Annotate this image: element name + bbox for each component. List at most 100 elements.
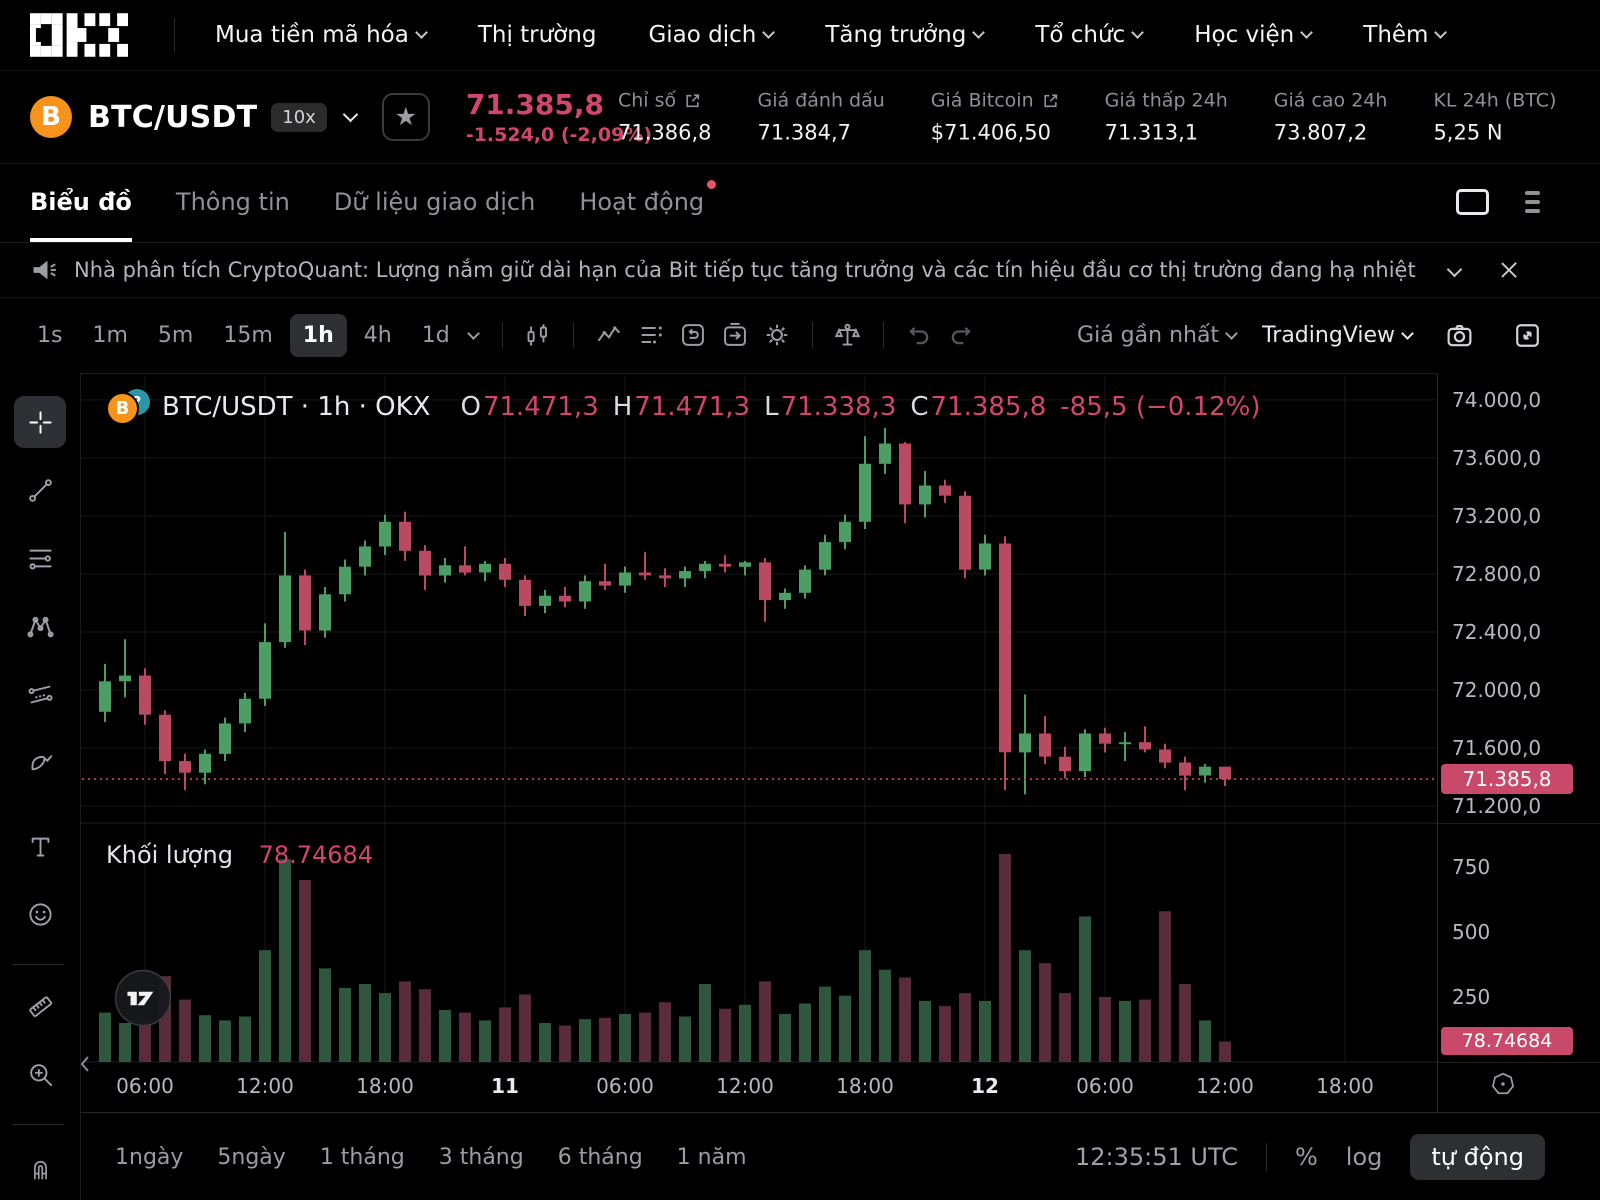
parallel-channel-tool[interactable] <box>16 670 64 718</box>
ruler-icon <box>27 993 54 1020</box>
redo-icon[interactable] <box>940 314 982 356</box>
alert-icon[interactable] <box>672 314 714 356</box>
axis-settings-icon[interactable] <box>1490 1071 1516 1097</box>
nav-item-5[interactable]: Tổ chức <box>1035 22 1145 48</box>
indicators-icon[interactable] <box>588 314 630 356</box>
nav-item-4[interactable]: Tăng trưởng <box>825 22 986 48</box>
crosshair-icon <box>27 409 54 436</box>
nav-item-3[interactable]: Giao dịch <box>648 22 776 48</box>
favorite-button[interactable]: ★ <box>381 93 430 141</box>
price-tick: 71.200,0 <box>1452 794 1542 818</box>
nav-item-1[interactable]: Mua tiền mã hóa <box>215 22 428 48</box>
magnet-tool[interactable] <box>16 1144 64 1192</box>
interval-1d[interactable]: 1d <box>421 322 450 348</box>
fullscreen-icon[interactable] <box>1506 314 1548 356</box>
stat-label[interactable]: Chỉ số <box>618 90 712 112</box>
time-label: 12:00 <box>1196 1074 1254 1098</box>
ruler-tool[interactable] <box>16 982 64 1030</box>
tab-3[interactable]: Dữ liệu giao dịch <box>334 162 536 242</box>
external-link-icon[interactable] <box>1042 92 1059 109</box>
metrics-list-icon[interactable] <box>630 314 672 356</box>
range-3[interactable]: 1 tháng <box>319 1144 405 1170</box>
tradingview-watermark[interactable] <box>114 969 172 1027</box>
announcement-close-icon[interactable] <box>1500 261 1518 279</box>
pair-icons: ? B <box>106 389 152 425</box>
chart-area[interactable]: 06:00 12:00 18:00 11 06:00 12:00 18:00 12 06:00 1… <box>80 373 1437 1112</box>
rows-icon[interactable] <box>1525 191 1540 213</box>
emoji-tool[interactable] <box>16 890 64 938</box>
high-label: H <box>612 392 633 422</box>
nav-item-label: Thêm <box>1363 22 1429 48</box>
log-scale-button[interactable]: log <box>1345 1143 1383 1171</box>
chart-toolbar: 1s 1m 5m 15m 1h 4h 1d <box>0 297 1600 374</box>
price-axis[interactable]: 74.000,0 73.600,0 73.200,0 72.800,0 72.400,0… <box>1437 373 1600 1112</box>
last-price: 71.385,8 <box>465 88 604 121</box>
chevron-down-icon <box>1131 25 1145 39</box>
range-2[interactable]: 5ngày <box>217 1144 286 1170</box>
text-tool[interactable] <box>16 822 64 870</box>
percent-scale-button[interactable]: % <box>1294 1143 1318 1171</box>
utc-clock[interactable]: 12:35:51 UTC <box>1074 1143 1238 1171</box>
scale-icon[interactable] <box>827 314 869 356</box>
range-4[interactable]: 3 tháng <box>438 1144 524 1170</box>
okx-logo[interactable] <box>30 13 128 57</box>
collapse-arrow-icon[interactable] <box>78 1053 94 1075</box>
nav-item-2[interactable]: Thị trường <box>478 22 597 48</box>
tab-label: Dữ liệu giao dịch <box>333 188 536 216</box>
replay-icon[interactable] <box>714 314 756 356</box>
interval-1s[interactable]: 1s <box>37 322 63 348</box>
nav-item-6[interactable]: Học viện <box>1194 22 1314 48</box>
stat-3: Giá Bitcoin $71.406,50 <box>931 90 1059 145</box>
announcement-chevron-icon[interactable] <box>1446 261 1463 278</box>
leverage-badge: 10x <box>271 102 327 132</box>
range-1[interactable]: 1ngày <box>115 1144 184 1170</box>
interval-15m[interactable]: 15m <box>223 322 273 348</box>
candlestick-chart[interactable]: 06:00 12:00 18:00 11 06:00 12:00 18:00 12 06:00 1… <box>80 373 1437 1112</box>
tab-4[interactable]: Hoạt động <box>579 162 717 242</box>
external-link-icon[interactable] <box>684 92 701 109</box>
interval-1h[interactable]: 1h <box>289 313 347 357</box>
pair-selector[interactable]: B BTC/USDT 10x <box>30 96 359 138</box>
brush-tool[interactable] <box>16 738 64 786</box>
fib-retracement-tool[interactable] <box>16 534 64 582</box>
nav-item-label: Mua tiền mã hóa <box>215 22 409 48</box>
chevron-down-icon <box>762 25 776 39</box>
stat-label[interactable]: Giá Bitcoin <box>931 90 1059 112</box>
pair-chevron-icon[interactable] <box>342 106 359 122</box>
provider-select[interactable]: TradingView <box>1262 323 1414 348</box>
tab-2[interactable]: Thông tin <box>176 162 290 242</box>
price-tick: 72.800,0 <box>1452 562 1542 586</box>
stat-label-text: Giá đánh dấu <box>757 89 885 112</box>
btc-icon: B <box>106 392 139 425</box>
camera-icon[interactable] <box>1438 314 1480 356</box>
nav-item-7[interactable]: Thêm <box>1363 22 1448 48</box>
interval-more-chevron-icon[interactable] <box>466 326 480 340</box>
price-mode-select[interactable]: Giá gần nhất <box>1077 323 1238 348</box>
parallel-channel-icon <box>27 681 54 708</box>
candlestick-style-icon[interactable] <box>517 314 559 356</box>
zoom-in-icon <box>27 1061 54 1088</box>
range-6[interactable]: 1 năm <box>676 1144 747 1170</box>
tab-1[interactable]: Biểu đồ <box>30 162 132 242</box>
stat-label-text: Giá thấp 24h <box>1104 89 1228 112</box>
text-icon <box>27 833 54 860</box>
chevron-down-icon <box>414 25 428 39</box>
trend-line-tool[interactable] <box>16 466 64 514</box>
range-5[interactable]: 6 tháng <box>557 1144 643 1170</box>
chart-settings-icon[interactable] <box>756 314 798 356</box>
tab-label: Biểu đồ <box>30 188 132 216</box>
interval-5m[interactable]: 5m <box>157 322 194 348</box>
announcement-text[interactable]: Nhà phân tích CryptoQuant: Lượng nắm giữ… <box>74 257 1416 282</box>
xabcd-pattern-tool[interactable] <box>16 602 64 650</box>
ticker-bar: B BTC/USDT 10x ★ 71.385,8 -1.524,0 (-2,0… <box>0 70 1600 164</box>
interval-4h[interactable]: 4h <box>363 322 392 348</box>
notification-dot <box>707 180 717 189</box>
layout-panel-icon[interactable] <box>1456 189 1489 215</box>
auto-scale-button[interactable]: tự động <box>1410 1134 1545 1180</box>
interval-1m[interactable]: 1m <box>92 322 128 348</box>
stat-label-text: KL 24h (BTC) <box>1433 89 1557 112</box>
crosshair-tool[interactable] <box>14 396 66 448</box>
undo-icon[interactable] <box>898 314 940 356</box>
zoom-in-tool[interactable] <box>16 1050 64 1098</box>
